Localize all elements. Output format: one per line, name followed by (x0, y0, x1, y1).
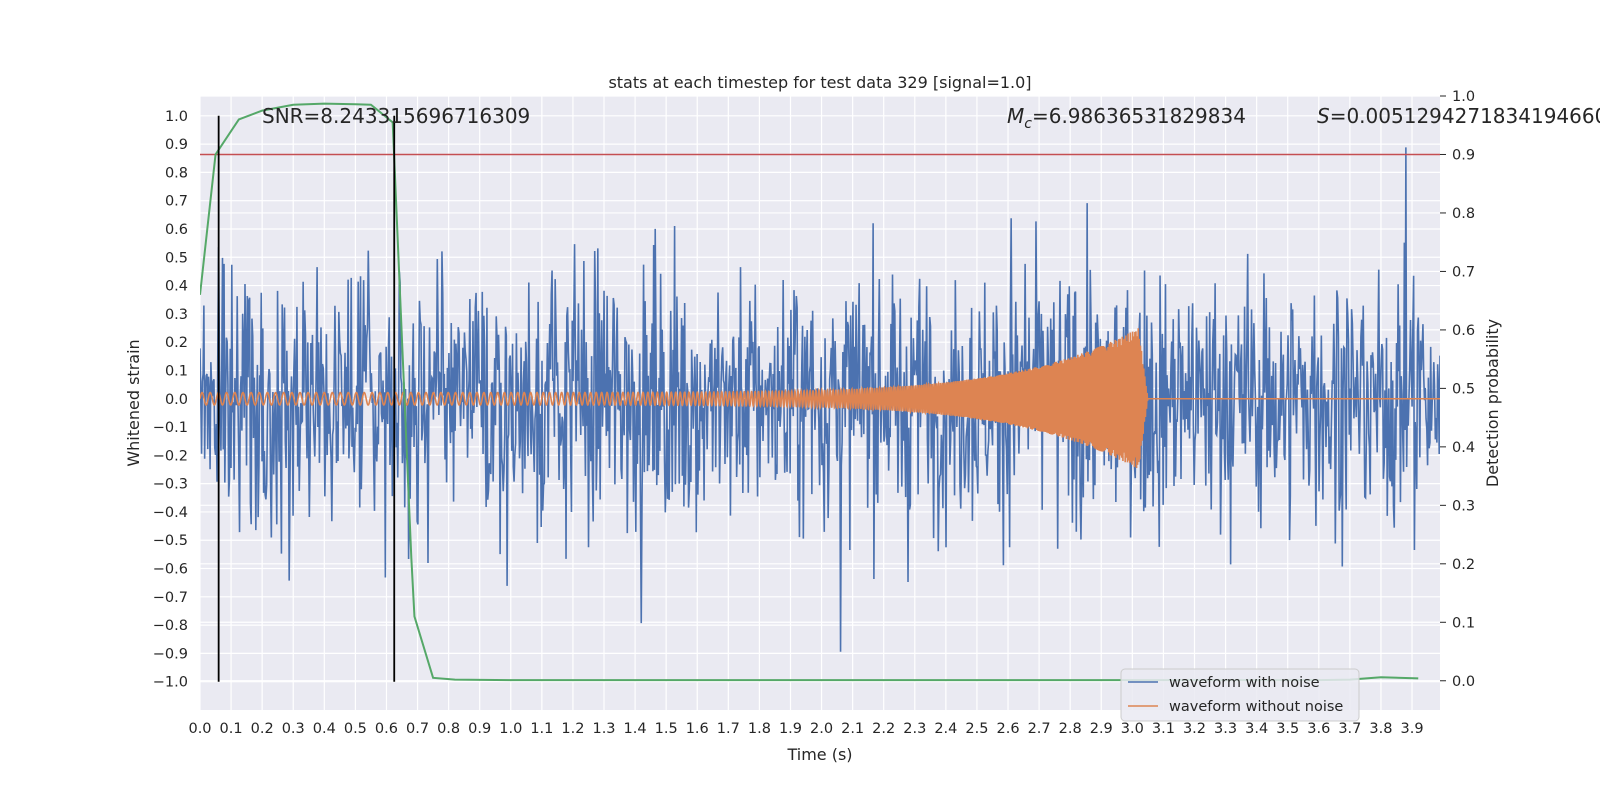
legend-box (1120, 668, 1360, 722)
x-tick-label: 0.7 (406, 721, 429, 737)
y-tick-label: 0.6 (165, 222, 188, 238)
x-tick-label: 3.9 (1400, 721, 1423, 737)
x-tick-label: 0.5 (344, 721, 367, 737)
x-tick-label: 1.3 (592, 721, 615, 737)
x-tick-label: 1.4 (624, 721, 647, 737)
y-tick-label: −0.9 (153, 646, 188, 662)
x-tick-label: 2.0 (810, 721, 833, 737)
legend-label-clean: waveform without noise (1169, 699, 1343, 715)
y-tick-label: 0.1 (165, 363, 188, 379)
y-tick-label: −0.7 (153, 590, 188, 606)
chirp-mass-annotation: Mc=6.98636531829834 (1007, 104, 1246, 132)
y-tick-label: 0.9 (165, 137, 188, 153)
x-tick-label: 0.4 (313, 721, 336, 737)
x-tick-label: 3.0 (1121, 721, 1144, 737)
chirp-mass-subscript: c (1024, 116, 1032, 132)
y2-tick-label: 0.1 (1452, 615, 1475, 631)
y2-tick-label: 0.9 (1452, 147, 1475, 163)
x-tick-label: 1.2 (561, 721, 584, 737)
x-axis-label: Time (s) (786, 745, 852, 764)
x-tick-label: 3.4 (1245, 721, 1268, 737)
y-tick-label: 0.4 (165, 279, 188, 295)
y2-tick-label: 1.0 (1452, 89, 1475, 105)
y-tick-label: −0.6 (153, 562, 188, 578)
x-tick-label: 1.7 (717, 721, 740, 737)
y2-tick-label: 0.4 (1452, 440, 1475, 456)
y2-tick-labels: 1.0 0.9 0.8 0.7 0.6 0.5 0.4 0.3 0.2 0.1 0.0 (1440, 89, 1475, 690)
y2-tick-label: 0.3 (1452, 498, 1475, 514)
x-tick-label: 1.5 (655, 721, 678, 737)
y-tick-label: 0.8 (165, 165, 188, 181)
x-tick-label: 0.8 (437, 721, 460, 737)
x-tick-label: 2.6 (996, 721, 1019, 737)
y2-tick-label: 0.8 (1452, 206, 1475, 222)
chirp-mass-value: =6.98636531829834 (1032, 104, 1246, 128)
x-tick-label: 3.8 (1369, 721, 1392, 737)
x-tick-label: 2.1 (841, 721, 864, 737)
x-tick-label: 2.7 (1028, 721, 1051, 737)
x-tick-label: 3.6 (1307, 721, 1330, 737)
chirp-mass-symbol: M (1007, 104, 1024, 128)
series-waveform-without-noise (200, 328, 1440, 468)
y2-tick-label: 0.6 (1452, 323, 1475, 339)
y-tick-label: −1.0 (153, 675, 188, 691)
s-symbol: S (1317, 104, 1330, 128)
x-tick-label: 2.3 (903, 721, 926, 737)
x-tick-label: 3.7 (1338, 721, 1361, 737)
y2-tick-label: 0.5 (1452, 381, 1475, 397)
y2-tick-label: 0.0 (1452, 674, 1475, 690)
s-annotation: S=0.0051294271834194660 (1317, 104, 1600, 128)
x-tick-label: 3.5 (1276, 721, 1299, 737)
x-tick-label: 1.0 (499, 721, 522, 737)
x-tick-label: 0.0 (188, 721, 211, 737)
y-tick-label: 0.7 (165, 194, 188, 210)
x-tick-label: 1.9 (779, 721, 802, 737)
x-tick-label: 3.3 (1214, 721, 1237, 737)
x-tick-label: 0.3 (282, 721, 305, 737)
x-tick-label: 0.1 (220, 721, 243, 737)
x-tick-label: 2.5 (965, 721, 988, 737)
y2-axis-label: Detection probability (1483, 319, 1502, 487)
y-tick-label: 0.2 (165, 335, 188, 351)
x-tick-label: 0.9 (468, 721, 491, 737)
x-tick-label: 0.6 (375, 721, 398, 737)
x-tick-label: 1.1 (530, 721, 553, 737)
x-tick-label: 2.2 (872, 721, 895, 737)
y-tick-label: −0.5 (153, 533, 188, 549)
chart-title: stats at each timestep for test data 329… (608, 73, 1031, 92)
x-tick-label: 0.2 (251, 721, 274, 737)
x-tick-label: 1.8 (748, 721, 771, 737)
x-tick-label: 2.4 (934, 721, 957, 737)
y2-tick-label: 0.7 (1452, 264, 1475, 280)
y-tick-label: −0.2 (153, 448, 188, 464)
y-tick-label: 0.0 (165, 392, 188, 408)
y-tick-label: −0.3 (153, 477, 188, 493)
y-tick-label: 0.3 (165, 307, 188, 323)
y-tick-label: −0.8 (153, 618, 188, 634)
legend-label-noise: waveform with noise (1169, 675, 1320, 691)
y-tick-label: 1.0 (165, 109, 188, 125)
x-tick-label: 3.2 (1183, 721, 1206, 737)
x-tick-label: 3.1 (1152, 721, 1175, 737)
snr-annotation: SNR=8.243315696716309 (262, 104, 530, 128)
y-tick-label: −0.4 (153, 505, 188, 521)
y2-tick-label: 0.2 (1452, 557, 1475, 573)
x-tick-label: 2.8 (1059, 721, 1082, 737)
legend: waveform with noise waveform without noi… (1120, 668, 1360, 722)
x-tick-labels: 0.0 0.1 0.2 0.3 0.4 0.5 0.6 0.7 0.8 0.9 1.0 1.1 1.2 1… (188, 721, 1423, 737)
x-tick-label: 1.6 (686, 721, 709, 737)
y-axis-label: Whitened strain (124, 339, 143, 466)
x-tick-label: 2.9 (1090, 721, 1113, 737)
y-tick-label: −0.1 (153, 420, 188, 436)
s-value: =0.0051294271834194660 (1330, 104, 1600, 128)
y-tick-label: 0.5 (165, 250, 188, 266)
y-tick-labels: 1.0 0.9 0.8 0.7 0.6 0.5 0.4 0.3 0.2 0.1 0.0 −0.1 −0.… (153, 109, 188, 691)
